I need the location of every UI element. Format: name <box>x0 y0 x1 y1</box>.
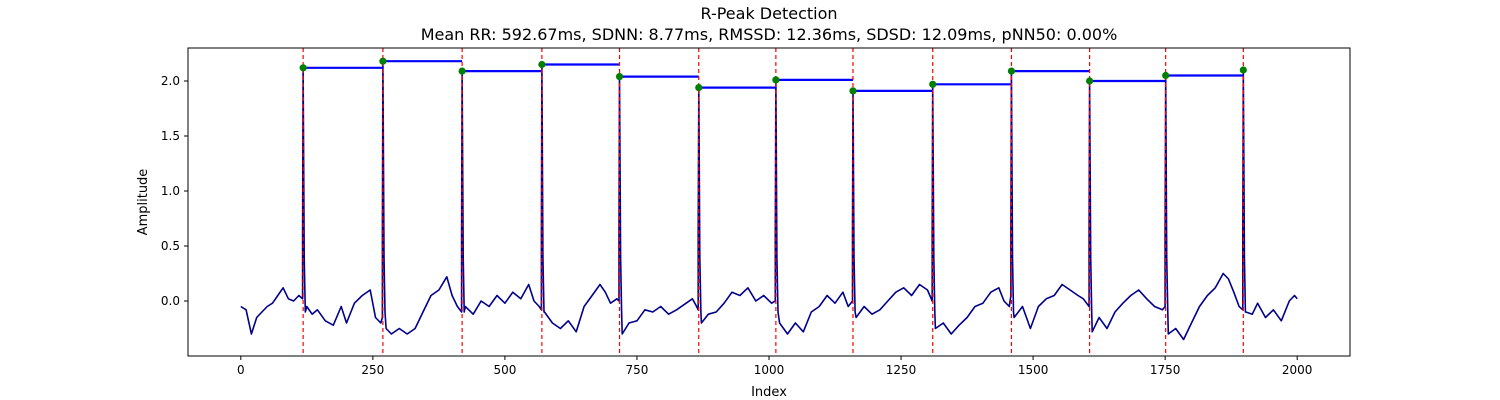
chart-subtitle: Mean RR: 592.67ms, SDNN: 8.77ms, RMSSD: … <box>421 25 1118 44</box>
y-tick-label: 1.5 <box>161 129 180 143</box>
r-peak-point <box>695 84 703 92</box>
plot-frame <box>187 47 1351 357</box>
x-tick-label: 1750 <box>1150 363 1181 377</box>
r-peak-point <box>1162 71 1170 80</box>
x-tick-label: 0 <box>237 363 245 377</box>
ecg-signal-line <box>240 60 1298 341</box>
x-tick-label: 500 <box>493 363 516 377</box>
r-peak-point <box>458 67 466 75</box>
y-tick-label: 1.0 <box>161 184 180 198</box>
y-tick-label: 0.5 <box>161 239 180 253</box>
x-axis-label: Index <box>751 385 787 400</box>
r-peak-point <box>538 60 546 69</box>
x-tick-label: 1250 <box>886 363 917 377</box>
x-tick-label: 2000 <box>1282 363 1313 377</box>
r-peak-point <box>849 87 857 95</box>
plot-area <box>240 48 1298 356</box>
r-peak-point <box>1007 67 1016 75</box>
r-peak-point <box>929 80 937 88</box>
r-peak-point <box>1086 77 1094 85</box>
x-tick-label: 250 <box>361 363 384 377</box>
x-tick-label: 1500 <box>1018 363 1049 377</box>
chart-title: R-Peak Detection <box>700 4 837 23</box>
r-peak-point <box>615 73 624 81</box>
x-tick-label: 1000 <box>754 363 785 377</box>
axes: 0 250 500 750 1000 1250 1500 1750 2000 0.0 0.5 1.0 1… <box>161 74 1313 377</box>
r-peak-point <box>299 64 307 72</box>
y-tick-label: 0.0 <box>161 294 180 308</box>
r-peak-point <box>379 57 387 65</box>
r-peak-point <box>772 76 780 84</box>
x-tick-label: 750 <box>626 363 649 377</box>
r-peak-point <box>1239 66 1247 74</box>
y-tick-label: 2.0 <box>161 74 180 88</box>
y-axis-label: Amplitude <box>136 169 151 236</box>
